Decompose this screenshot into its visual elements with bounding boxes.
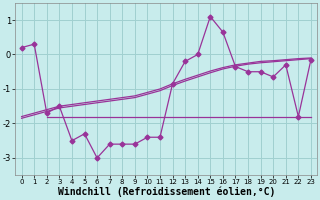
X-axis label: Windchill (Refroidissement éolien,°C): Windchill (Refroidissement éolien,°C): [58, 187, 275, 197]
